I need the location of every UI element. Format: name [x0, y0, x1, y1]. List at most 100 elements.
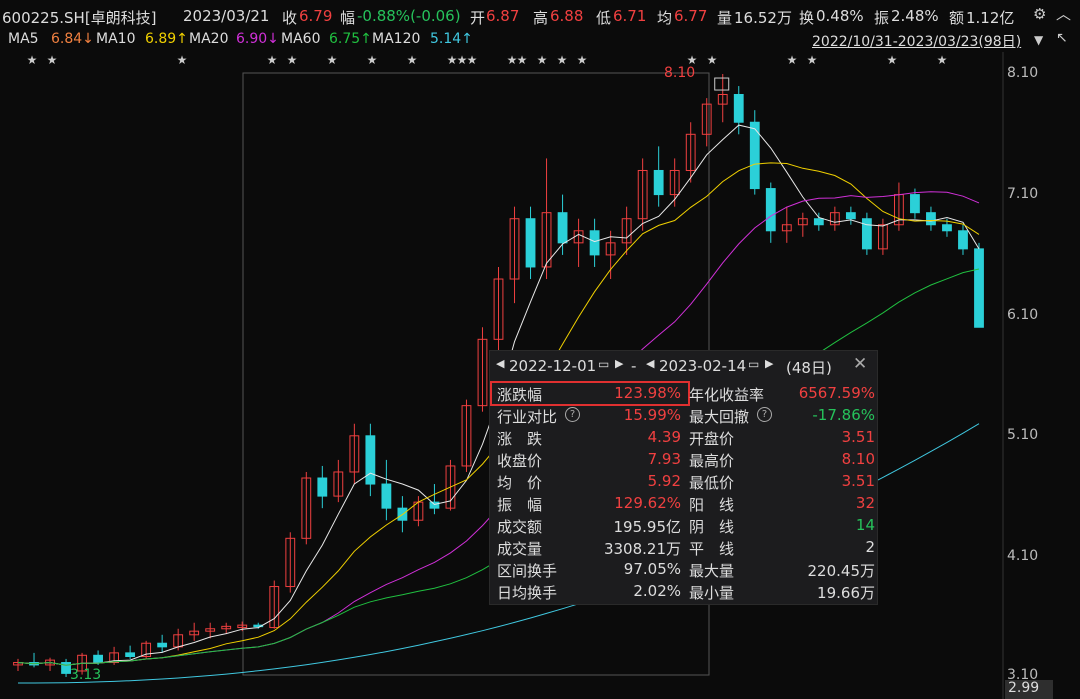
- volume-label: 量: [717, 9, 733, 27]
- end-date[interactable]: 2023-02-14: [659, 357, 747, 375]
- candle-body: [926, 212, 936, 226]
- event-star-icon: ★: [267, 53, 278, 67]
- days-count: (48日): [786, 359, 832, 377]
- y-axis-tick: 6.10: [1007, 307, 1039, 323]
- stat-value: 7.93: [647, 450, 681, 468]
- panel-header: ◀ 2022-12-01 ▭ ▶ - ◀ 2023-02-14 ▭ ▶ (48日…: [490, 351, 877, 381]
- stat-value: 3308.21万: [603, 540, 681, 558]
- candle-body: [829, 212, 840, 226]
- turnover-label: 换: [799, 9, 815, 27]
- candle-body: [653, 169, 664, 196]
- candle-body: [637, 169, 648, 220]
- event-star-icon: ★: [537, 53, 548, 67]
- candle-body: [525, 218, 536, 268]
- stat-value: 5.92: [647, 472, 681, 490]
- stock-code: 600225.SH[卓朗科技]: [2, 9, 157, 27]
- event-star-icon: ★: [447, 53, 458, 67]
- low-value: 6.71: [613, 7, 647, 25]
- close-label: 收: [282, 9, 298, 27]
- candle-body: [942, 224, 952, 232]
- candle-body: [974, 248, 984, 328]
- ma120-value: 5.14↑: [430, 31, 473, 47]
- ma-legend: MA5 6.84↓ MA10 6.89↑ MA20 6.90↓ MA60 6.7…: [0, 30, 1080, 52]
- event-star-icon: ★: [177, 53, 188, 67]
- candle-body: [910, 194, 920, 214]
- stat-label: 开盘价: [689, 430, 735, 448]
- candle-body: [93, 654, 103, 664]
- stat-value: 2.02%: [633, 582, 681, 600]
- candle-body: [253, 624, 264, 628]
- candle-body: [861, 218, 872, 250]
- stat-value: 8.10: [841, 450, 875, 468]
- stat-value: 195.95亿: [613, 518, 682, 536]
- event-star-icon: ★: [807, 53, 818, 67]
- amplitude-label: 振: [874, 9, 890, 27]
- stat-row: 最低价 3.51: [689, 472, 875, 494]
- event-star-icon: ★: [707, 53, 718, 67]
- help-icon[interactable]: ?: [565, 407, 580, 422]
- ma10-value: 6.89↑: [145, 31, 188, 47]
- stat-row: 成交额 195.95亿: [497, 516, 681, 538]
- y-axis-tick: 3.10: [1007, 667, 1039, 679]
- stat-row: 均 价 5.92: [497, 472, 681, 494]
- quote-header: 600225.SH[卓朗科技] 2023/03/21 收 6.79 幅 -0.8…: [0, 0, 1080, 32]
- range-stats-panel: ◀ 2022-12-01 ▭ ▶ - ◀ 2023-02-14 ▭ ▶ (48日…: [489, 350, 878, 605]
- event-star-icon: ★: [787, 53, 798, 67]
- candle-body: [733, 94, 744, 123]
- candle-body: [781, 224, 792, 232]
- stat-label: 阴 线: [689, 518, 735, 536]
- prev-end-icon[interactable]: ◀: [646, 357, 655, 370]
- stat-label: 收盘价: [497, 452, 543, 470]
- date-range-label[interactable]: 2022/10/31-2023/03/23(98日): [812, 34, 1022, 50]
- candle-body: [109, 652, 120, 664]
- candle-body: [541, 212, 552, 268]
- candle-body: [381, 483, 392, 509]
- candle-body: [669, 169, 680, 196]
- candle-body: [557, 212, 568, 244]
- amount-label: 额: [949, 9, 965, 27]
- stat-value: -17.86%: [812, 406, 875, 424]
- candle-body: [317, 477, 328, 497]
- calendar-icon[interactable]: ▭: [598, 357, 610, 371]
- expand-icon[interactable]: ︿: [1056, 5, 1072, 23]
- stat-value: 15.99%: [623, 406, 681, 424]
- event-star-icon: ★: [937, 53, 948, 67]
- candle-body: [461, 405, 472, 467]
- stat-label: 日均换手: [497, 584, 558, 602]
- event-star-icon: ★: [517, 53, 528, 67]
- close-icon[interactable]: ✕: [853, 354, 868, 374]
- candle-body: [589, 230, 600, 256]
- calendar-icon[interactable]: ▭: [748, 357, 760, 371]
- candle-body: [877, 224, 888, 250]
- stat-value: 97.05%: [623, 560, 681, 578]
- close-value: 6.79: [299, 7, 333, 25]
- stat-value: 19.66万: [817, 584, 875, 602]
- candle-body: [477, 338, 488, 407]
- stat-row: 年化收益率 6567.59%: [689, 384, 875, 406]
- amount-value: 1.12亿: [966, 9, 1015, 27]
- candle-body: [61, 662, 71, 674]
- settings-icon[interactable]: ⚙: [1033, 5, 1047, 23]
- event-star-icon: ★: [887, 53, 898, 67]
- help-icon[interactable]: ?: [757, 407, 772, 422]
- stat-label: 平 线: [689, 540, 735, 558]
- dropdown-icon[interactable]: ▼: [1034, 33, 1044, 47]
- change-label: 幅: [340, 9, 356, 27]
- next-start-icon[interactable]: ▶: [615, 357, 624, 370]
- cursor-icon[interactable]: ↖: [1056, 30, 1068, 46]
- y-axis-tick: 8.10: [1007, 65, 1039, 81]
- high-marker-box: [714, 77, 730, 91]
- y-axis-tick: 4.10: [1007, 548, 1039, 564]
- stat-label: 年化收益率: [689, 386, 765, 404]
- start-date[interactable]: 2022-12-01: [509, 357, 597, 375]
- ma5-label: MA5: [8, 31, 39, 47]
- candle-body: [797, 218, 808, 226]
- next-end-icon[interactable]: ▶: [765, 357, 774, 370]
- stat-row: 平 线 2: [689, 538, 875, 560]
- event-star-icon: ★: [687, 53, 698, 67]
- high-marker: 8.10: [664, 65, 696, 81]
- event-star-icon: ★: [407, 53, 418, 67]
- prev-start-icon[interactable]: ◀: [496, 357, 505, 370]
- stat-value: 3.51: [841, 472, 875, 490]
- high-label: 高: [533, 9, 549, 27]
